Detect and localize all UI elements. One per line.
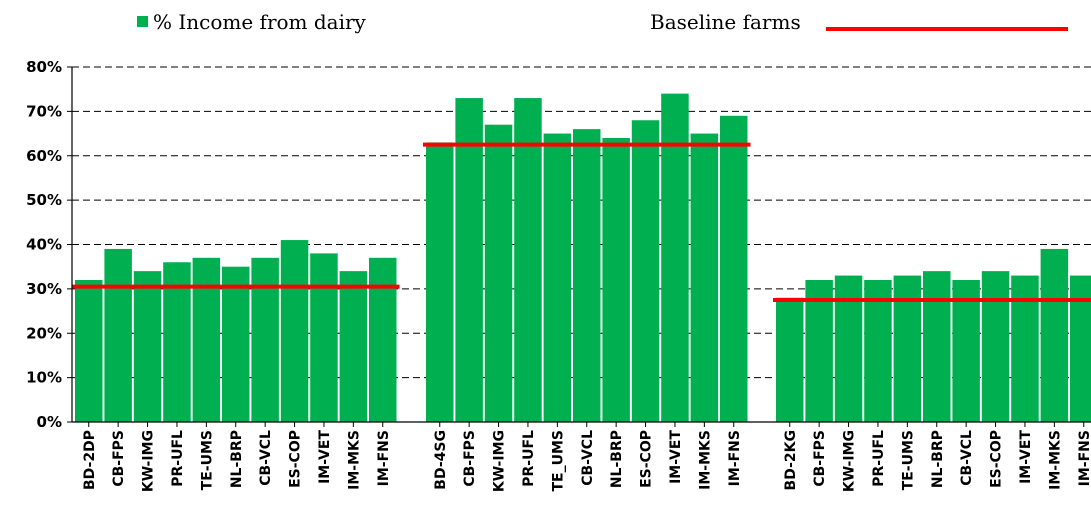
x-tick-label: IM-MKS (1047, 430, 1063, 490)
x-tick-label: PR-UFL (170, 430, 186, 487)
x-tick-label: CB-FPS (812, 430, 828, 487)
y-tick-label: 80% (26, 58, 62, 76)
x-tick-label: IM-FNS (376, 430, 392, 486)
x-tick-labels: BD-2DP CB-FPS KW-IMG PR-UFL TE-UMS NL-BRP CB-V… (82, 422, 1091, 492)
bar (631, 120, 660, 422)
x-tick-label: PR-UFL (871, 430, 887, 487)
bar (514, 98, 542, 422)
bar (1070, 275, 1091, 422)
y-tick-label: 30% (26, 280, 62, 298)
y-tick-label: 0% (37, 413, 62, 431)
bar (426, 142, 454, 422)
bar (776, 297, 804, 422)
x-tick-label: TE-UMS (199, 430, 215, 490)
bar (251, 257, 279, 422)
legend-swatch (137, 16, 148, 27)
bar (690, 133, 719, 422)
x-tick-label: PR-UFL (521, 430, 537, 487)
bar (484, 124, 513, 422)
bar (864, 280, 892, 422)
x-tick-label: IM-VET (1018, 430, 1034, 484)
bar (981, 271, 1010, 422)
bar (1040, 248, 1069, 422)
bar (280, 240, 309, 422)
y-tick-label: 40% (26, 236, 62, 254)
baseline-lines (72, 142, 1091, 302)
x-tick-label: KW-IMG (141, 430, 157, 492)
x-tick-label: CB-FPS (462, 430, 478, 487)
x-tick-label: BD-2KG (783, 430, 799, 490)
x-tick-label: IM-MKS (346, 430, 362, 490)
x-tick-label: CB-VCL (580, 430, 596, 486)
bar (455, 98, 483, 422)
x-tick-label: TE_UMS (550, 430, 566, 492)
x-tick-label: IM-FNS (1077, 430, 1091, 486)
y-tick-label: 10% (26, 369, 62, 387)
x-tick-label: CB-FPS (111, 430, 127, 487)
x-tick-label: TE-UMS (900, 430, 916, 490)
bar (163, 262, 191, 422)
x-tick-label: NL-BRP (609, 430, 625, 488)
bar (1011, 275, 1039, 422)
x-tick-label: IM-VET (668, 430, 684, 484)
y-tick-label: 60% (26, 147, 62, 165)
bar (720, 115, 748, 422)
axes (71, 67, 1091, 423)
bar (543, 133, 572, 422)
x-tick-label: KW-IMG (842, 430, 858, 492)
x-tick-label: BD-4SG (433, 430, 449, 490)
bar (369, 257, 397, 422)
y-tick-label: 20% (26, 324, 62, 342)
x-tick-label: ES-COP (989, 430, 1005, 488)
y-tick-labels: 0% 10% 20% 30% 40% 50% 60% 70% 80% (26, 58, 62, 431)
bar (310, 253, 338, 422)
x-tick-label: BD-2DP (82, 430, 98, 490)
bar (222, 266, 250, 422)
x-tick-label: IM-FNS (727, 430, 743, 486)
x-tick-label: NL-BRP (229, 430, 245, 488)
x-tick-label: NL-BRP (930, 430, 946, 488)
x-tick-label: CB-VCL (258, 430, 274, 486)
bar (923, 271, 951, 422)
legend: % Income from dairy Baseline farms (137, 10, 1068, 34)
bar (573, 129, 601, 422)
x-tick-label: ES-COP (288, 430, 304, 488)
x-tick-label: ES-COP (639, 430, 655, 488)
x-tick-label: IM-VET (317, 430, 333, 484)
bar (104, 248, 132, 422)
bar (661, 93, 689, 422)
x-tick-label: CB-VCL (959, 430, 975, 486)
bar (133, 271, 162, 422)
x-tick-label: KW-IMG (492, 430, 508, 492)
x-tick-label: IM-MKS (697, 430, 713, 490)
bar (339, 271, 368, 422)
bar (192, 257, 221, 422)
bar (834, 275, 863, 422)
bar (952, 280, 980, 422)
bars (75, 93, 1091, 422)
bar (805, 280, 833, 422)
y-tick-label: 70% (26, 102, 62, 120)
legend-series-label: % Income from dairy (153, 10, 367, 34)
y-tick-label: 50% (26, 191, 62, 209)
bar (75, 280, 103, 422)
bar (602, 138, 630, 422)
bar (893, 275, 922, 422)
legend-baseline-label: Baseline farms (650, 10, 801, 34)
